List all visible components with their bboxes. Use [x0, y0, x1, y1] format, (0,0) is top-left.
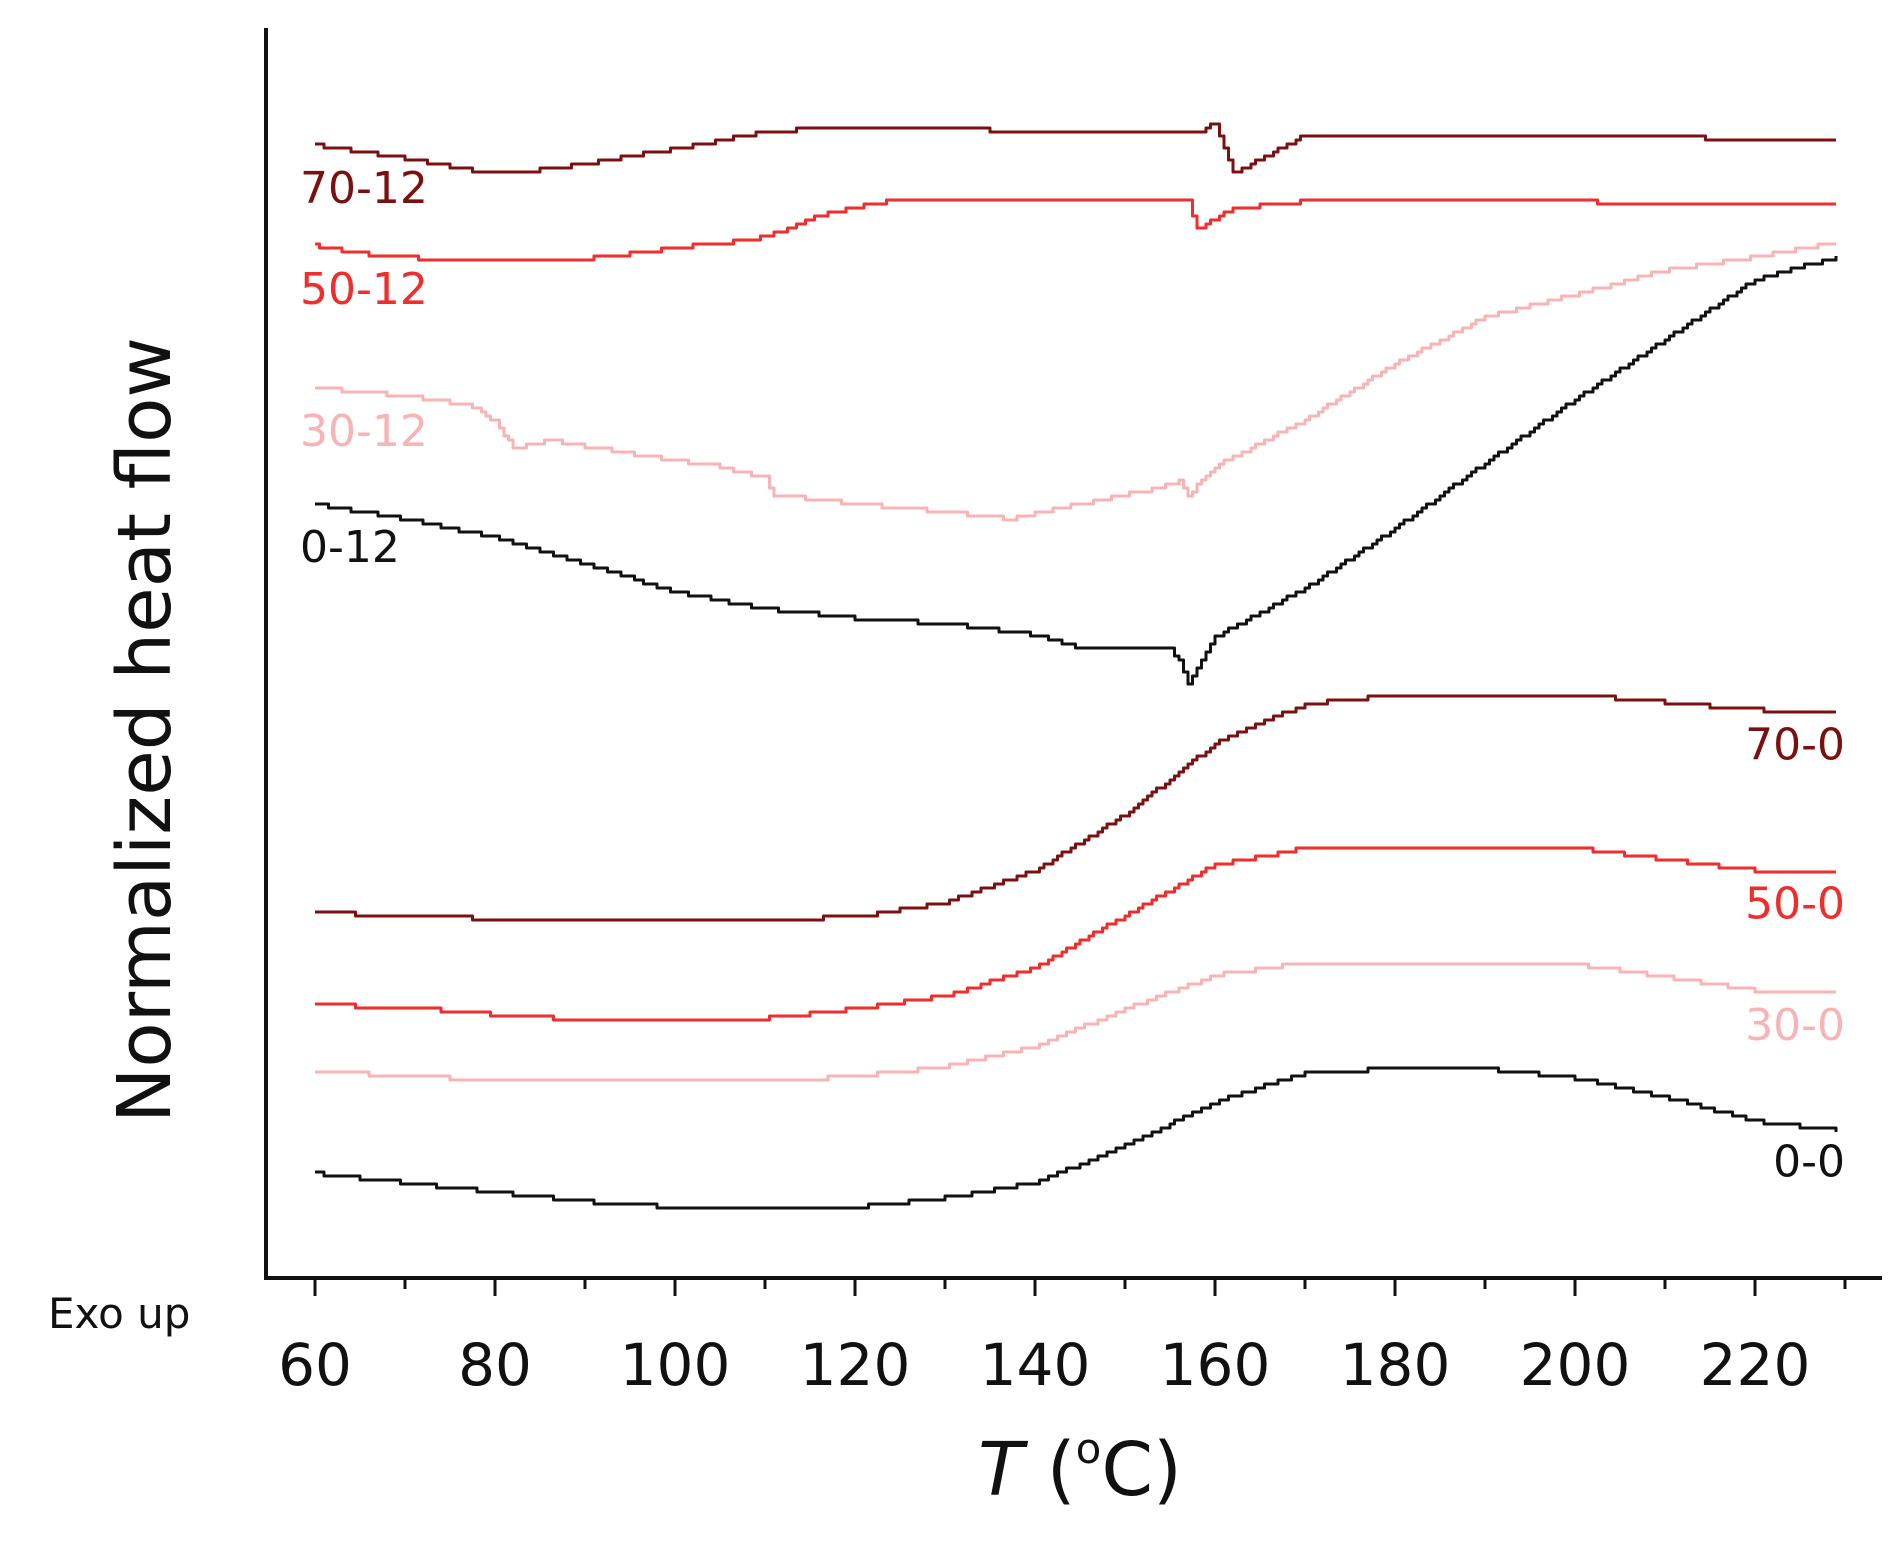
x-tick-label: 60 — [278, 1331, 352, 1399]
x-axis-title-symbol: T — [978, 1427, 1029, 1513]
x-tick-label: 200 — [1520, 1331, 1631, 1399]
label-layer: 70-12 50-12 30-12 0-12 70-0 50-0 30-0 0-0 — [300, 163, 1845, 1187]
tick-layer: 60 80 100 120 140 160 180 200 220 — [278, 1278, 1847, 1399]
x-tick-label: 160 — [1160, 1331, 1271, 1399]
series-label-50-0: 50-0 — [1745, 878, 1845, 929]
y-axis-title: Normalized heat flow — [102, 337, 188, 1123]
x-tick-label: 120 — [800, 1331, 911, 1399]
x-axis-title: T (oC) — [978, 1424, 1182, 1513]
series-label-50-12: 50-12 — [300, 264, 428, 315]
series-label-30-12: 30-12 — [300, 406, 428, 457]
series-label-30-0: 30-0 — [1745, 1000, 1845, 1051]
series-line-0-0 — [315, 1066, 1838, 1210]
series-label-0-0: 0-0 — [1773, 1136, 1845, 1187]
x-tick-label: 180 — [1340, 1331, 1451, 1399]
series-line-70-0 — [315, 694, 1836, 922]
x-tick-label: 80 — [458, 1331, 532, 1399]
series-label-70-12: 70-12 — [300, 163, 428, 214]
series-line-30-0 — [315, 962, 1836, 1082]
axis-layer — [264, 28, 1882, 1280]
series-line-50-0 — [315, 846, 1836, 1022]
series-line-0-12 — [315, 256, 1838, 686]
series-line-70-12 — [315, 122, 1836, 174]
x-tick-label: 100 — [620, 1331, 731, 1399]
x-axis-title-degree: o — [1076, 1424, 1102, 1473]
x-axis-title-open: ( — [1023, 1427, 1075, 1513]
x-tick-label: 220 — [1700, 1331, 1811, 1399]
x-tick-label: 140 — [980, 1331, 1091, 1399]
series-label-0-12: 0-12 — [300, 522, 400, 573]
series-label-70-0: 70-0 — [1745, 719, 1845, 770]
series-line-50-12 — [315, 198, 1836, 262]
exo-up-note: Exo up — [48, 1289, 190, 1338]
series-line-30-12 — [315, 242, 1836, 522]
x-axis-title-unit: C) — [1101, 1427, 1182, 1513]
series-layer — [315, 122, 1838, 1210]
